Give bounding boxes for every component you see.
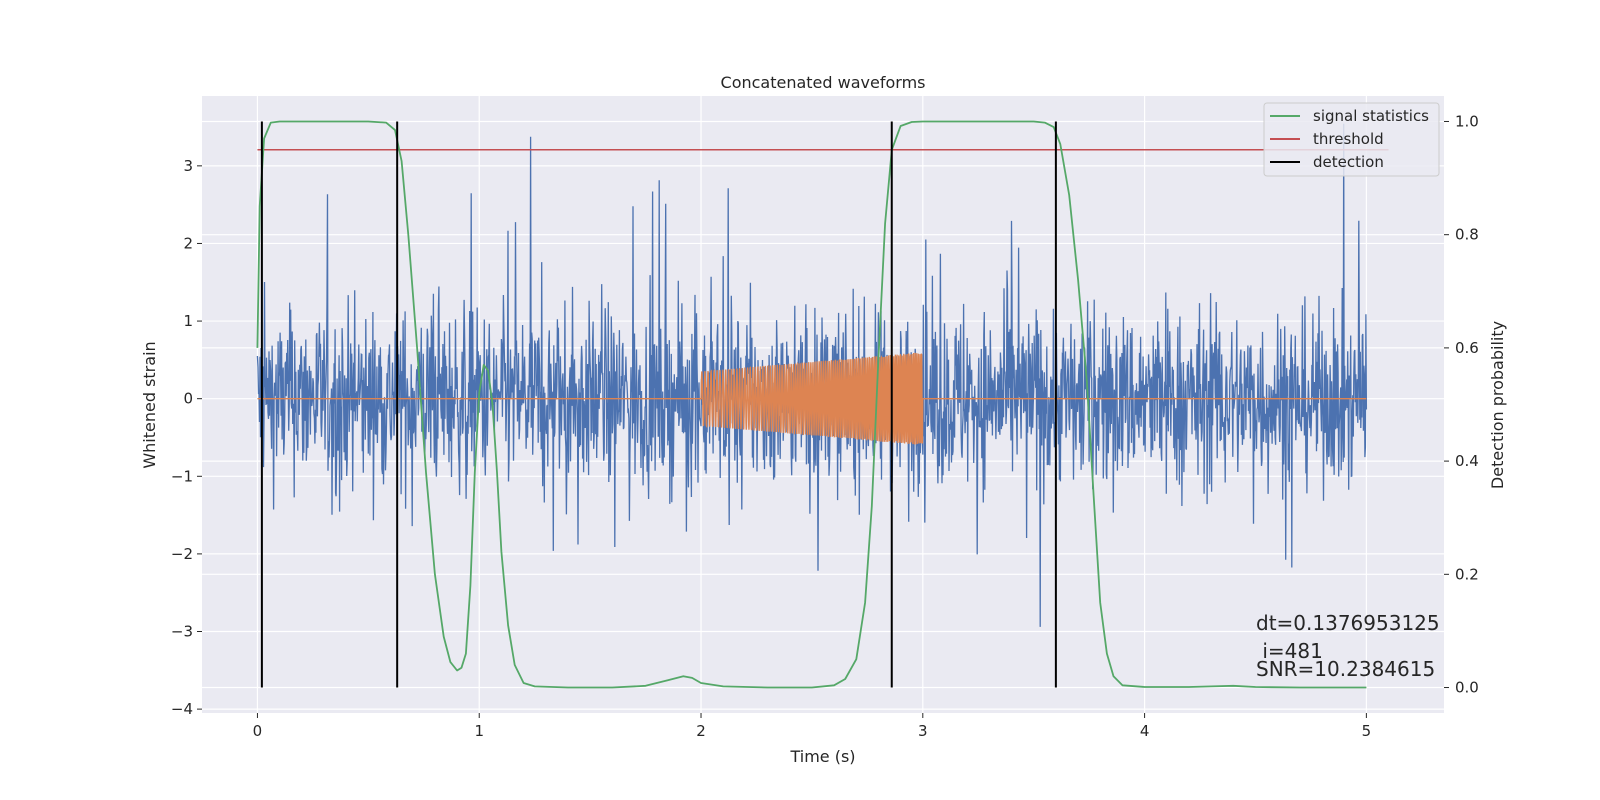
x-tick-label: 4 [1140,722,1150,740]
y-tick-label: −1 [171,467,193,485]
annotation-dt: dt=0.1376953125 [1256,611,1440,635]
signal-statistics-line [256,120,1367,689]
y2-tick-label: 1.0 [1455,112,1479,130]
x-tick-label: 3 [918,722,928,740]
annotations: dt=0.1376953125 i=481 SNR=10.2384615 [1256,611,1440,681]
x-tick-label: 0 [253,722,263,740]
y-axis-label: Whitened strain [140,341,159,468]
x-axis-label: Time (s) [789,747,855,766]
y-tick-label: 2 [183,234,193,252]
chirp-line [257,352,1367,445]
legend-box [1263,102,1440,177]
ticks: 0 1 2 3 4 5 −4 −3 −2 −1 0 1 2 3 0.0 0.2 0.4 0.6 0.8 1.0 [171,112,1479,740]
y2-axis-label: Detection probability [1488,321,1507,489]
legend-label-signal-statistics: signal statistics [1313,107,1429,125]
y2-tick-label: 0.0 [1455,679,1479,697]
y2-tick-label: 0.2 [1455,565,1479,583]
x-tick-label: 5 [1362,722,1372,740]
legend: signal statistics threshold detection [1263,102,1440,177]
y-tick-label: −3 [171,623,193,641]
y2-tick-label: 0.6 [1455,339,1479,357]
y2-tick-label: 0.4 [1455,452,1479,470]
y2-tick-label: 0.8 [1455,226,1479,244]
annotation-snr: SNR=10.2384615 [1256,657,1435,681]
legend-label-threshold: threshold [1313,130,1384,148]
legend-label-detection: detection [1313,153,1384,171]
y-tick-label: 0 [183,390,193,408]
x-tick-label: 2 [696,722,706,740]
y-tick-label: 1 [183,312,193,330]
series-layer [256,120,1389,689]
x-tick-label: 1 [474,722,484,740]
annotation-index: i=481 [1256,639,1323,663]
chart-title: Concatenated waveforms [721,73,926,92]
y-tick-label: −4 [171,700,193,718]
y-tick-label: −2 [171,545,193,563]
y-tick-label: 3 [183,157,193,175]
